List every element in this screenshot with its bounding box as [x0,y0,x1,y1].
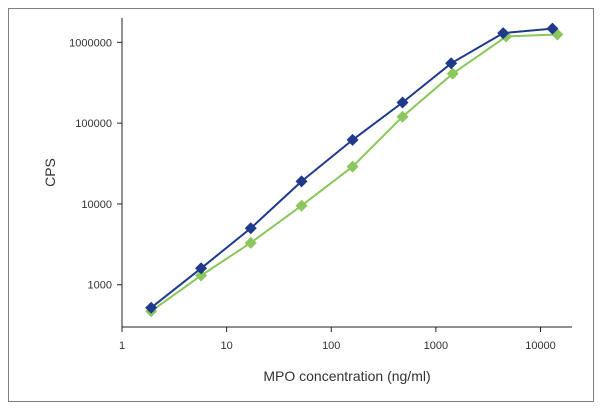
x-tick-label-4: 10000 [525,340,556,352]
series-0-point-0 [145,301,158,314]
series-0-point-5 [396,96,409,109]
x-axis-title: MPO concentration (ng/ml) [263,368,430,384]
series-0-point-8 [546,22,559,35]
y-tick-label-1: 10000 [81,199,112,211]
axes [121,18,572,328]
x-tick-label-0: 1 [119,340,125,352]
series-1-point-1 [195,269,208,282]
ticks: 1 10 100 1000 10000 1000 10000 100000 1000000 [69,37,556,352]
series-0-point-2 [244,222,257,235]
series-1 [145,28,564,318]
series-1-point-6 [446,67,459,80]
y-tick-label-3: 1000000 [69,37,112,49]
series-0-point-7 [497,27,510,40]
y-tick-label-0: 1000 [88,280,112,292]
series-0-point-1 [195,262,208,275]
series-0 [145,22,559,314]
series-0-point-4 [346,133,359,146]
series-1-point-3 [295,199,308,212]
series-1-point-5 [396,110,409,123]
x-tick-label-3: 1000 [424,340,448,352]
series-0-point-6 [445,57,458,70]
series-1-point-2 [244,236,257,249]
x-tick-label-2: 100 [322,340,340,352]
series-0-point-3 [295,175,308,188]
x-tick-label-1: 10 [221,340,233,352]
y-tick-label-2: 100000 [75,118,112,130]
series-1-point-8 [551,28,564,41]
series-layer [145,22,564,318]
series-1-point-4 [346,160,359,173]
y-axis-title: CPS [42,158,58,187]
series-1-line [150,33,558,313]
